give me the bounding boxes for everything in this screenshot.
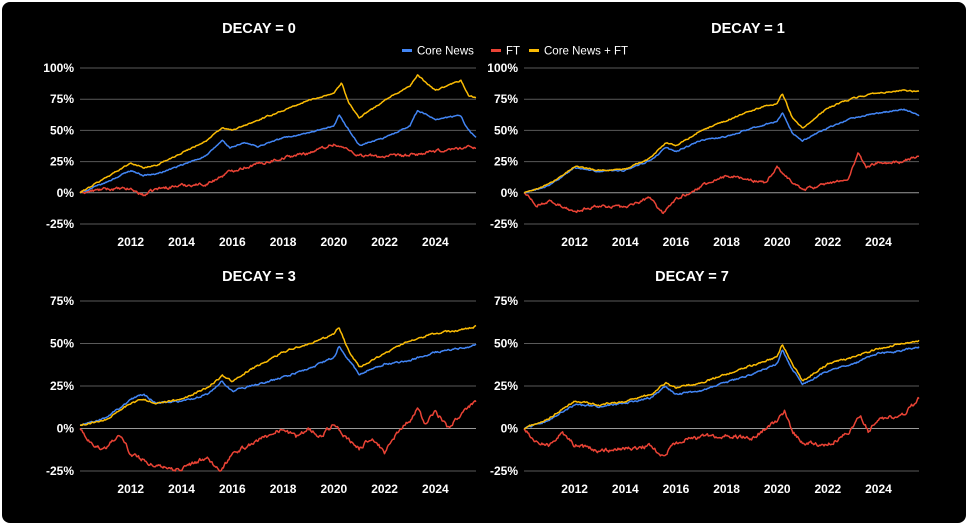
gridlines <box>80 300 476 472</box>
legend: Core News FT Core News + FT <box>402 46 628 58</box>
y-tick-label: 50% <box>494 123 518 137</box>
series-line-ft <box>523 152 920 215</box>
y-tick-label: 0% <box>501 186 519 200</box>
x-tick-label: 2020 <box>764 235 791 249</box>
x-tick-label: 2024 <box>865 482 892 496</box>
x-tick-label: 2012 <box>561 235 588 249</box>
y-tick-label: 0% <box>501 422 519 436</box>
x-tick-label: 2016 <box>663 235 690 249</box>
series-line-core-news-ft <box>523 89 920 194</box>
y-tick-label: 50% <box>494 337 518 351</box>
x-tick-label: 2014 <box>168 235 195 249</box>
y-tick-label: 25% <box>50 379 74 393</box>
x-tick-label: 2012 <box>117 235 144 249</box>
x-tick-label: 2018 <box>713 482 740 496</box>
legend-label-ft: FT <box>506 46 520 58</box>
panel-title: DECAY = 7 <box>655 269 729 285</box>
y-tick-label: -25% <box>490 464 518 478</box>
y-tick-label: 25% <box>494 379 518 393</box>
panel-decay-0: DECAY = 0 100% 75% 50% 25% 0% -25% 2012 2014 2016… <box>43 21 477 249</box>
x-tick-label: 2024 <box>865 235 892 249</box>
legend-label-core-news-ft: Core News + FT <box>544 46 628 58</box>
y-tick-label: 75% <box>494 92 518 106</box>
x-tick-label: 2014 <box>612 482 639 496</box>
x-tick-label: 2016 <box>219 482 246 496</box>
panel-title: DECAY = 3 <box>222 269 296 285</box>
x-tick-label: 2014 <box>168 482 195 496</box>
series-line-core-news <box>79 109 477 194</box>
legend-swatch-core-news <box>402 49 412 52</box>
panel-title: DECAY = 0 <box>222 21 296 37</box>
y-tick-label: 75% <box>50 92 74 106</box>
x-tick-label: 2018 <box>270 482 297 496</box>
series-line-ft <box>523 396 920 457</box>
y-tick-label: 50% <box>50 123 74 137</box>
series-line-core-news-ft <box>79 324 477 427</box>
legend-swatch-ft <box>491 49 501 52</box>
y-tick-label: 0% <box>57 422 75 436</box>
series-line-core-news <box>523 108 920 194</box>
y-tick-label: 25% <box>494 155 518 169</box>
x-tick-label: 2024 <box>422 482 449 496</box>
x-tick-label: 2020 <box>320 482 347 496</box>
x-tick-label: 2018 <box>713 235 740 249</box>
gridlines <box>80 67 476 225</box>
series-line-ft <box>79 143 477 197</box>
series-line-core-news-ft <box>523 339 920 430</box>
series-line-core-news-ft <box>79 74 477 194</box>
x-tick-label: 2022 <box>814 235 841 249</box>
y-tick-label: 0% <box>57 186 75 200</box>
panel-decay-1: DECAY = 1 100% 75% 50% 25% 0% -25% 2012 2014 2016… <box>487 21 920 249</box>
gridlines <box>524 67 919 225</box>
x-tick-label: 2018 <box>270 235 297 249</box>
x-tick-label: 2020 <box>320 235 347 249</box>
legend-swatch-core-news-ft <box>529 49 539 52</box>
x-tick-label: 2022 <box>814 482 841 496</box>
series-line-core-news <box>523 346 920 430</box>
legend-entry-ft: FT <box>491 46 520 58</box>
x-tick-label: 2022 <box>371 235 398 249</box>
y-tick-label: -25% <box>490 217 518 231</box>
series-line-ft <box>79 400 477 472</box>
panel-decay-3: DECAY = 3 75% 50% 25% 0% -25% 2012 2014 2016 2018… <box>46 269 477 496</box>
series-line-core-news <box>79 343 477 426</box>
y-tick-label: -25% <box>46 464 74 478</box>
x-tick-label: 2016 <box>663 482 690 496</box>
x-tick-label: 2014 <box>612 235 639 249</box>
x-tick-label: 2022 <box>371 482 398 496</box>
x-tick-label: 2020 <box>764 482 791 496</box>
gridlines <box>524 300 919 472</box>
panel-decay-7: DECAY = 7 75% 50% 25% 0% -25% 2012 2014 2016 2018… <box>490 269 920 496</box>
y-tick-label: 100% <box>43 61 74 75</box>
legend-entry-core-news-ft: Core News + FT <box>529 46 628 58</box>
x-tick-label: 2016 <box>219 235 246 249</box>
y-tick-label: 25% <box>50 155 74 169</box>
y-tick-label: 75% <box>50 294 74 308</box>
y-tick-label: 75% <box>494 294 518 308</box>
x-tick-label: 2012 <box>117 482 144 496</box>
legend-entry-core-news: Core News <box>402 46 474 58</box>
y-tick-label: 100% <box>487 61 518 75</box>
legend-label-core-news: Core News <box>417 46 474 58</box>
y-tick-label: 50% <box>50 337 74 351</box>
x-tick-label: 2012 <box>561 482 588 496</box>
y-tick-label: -25% <box>46 217 74 231</box>
panel-title: DECAY = 1 <box>711 21 785 37</box>
x-tick-label: 2024 <box>422 235 449 249</box>
